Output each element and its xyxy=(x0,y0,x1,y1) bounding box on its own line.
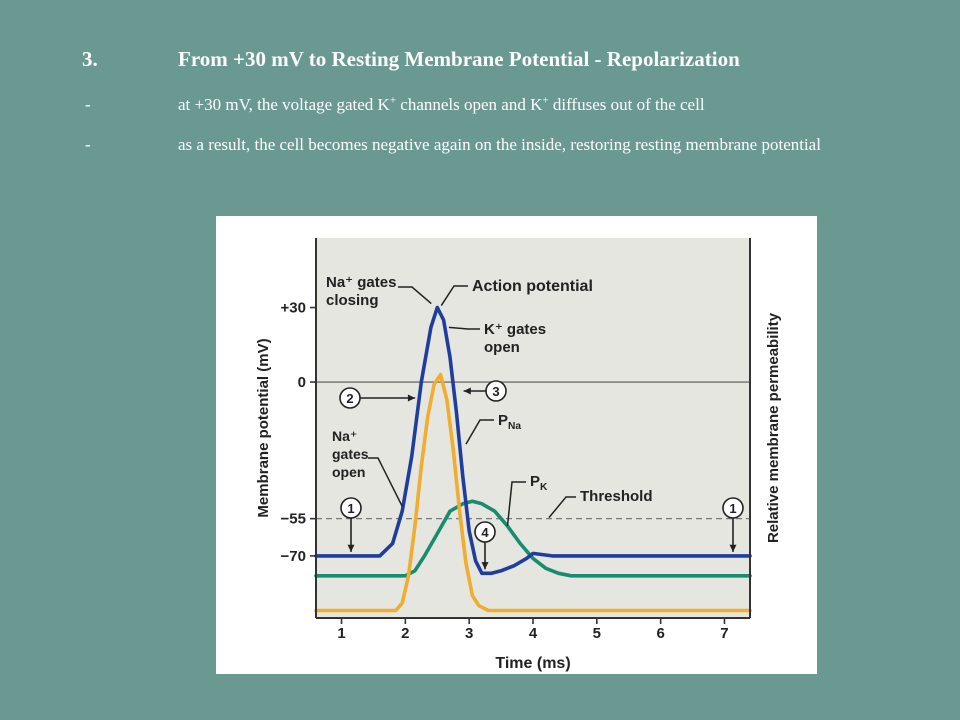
marker-2-arrow-head xyxy=(407,394,416,402)
bullet-text: as a result, the cell becomes negative a… xyxy=(178,135,821,154)
x-tick-label: 2 xyxy=(401,625,409,642)
y-tick-label: +30 xyxy=(281,300,306,317)
x-axis-title: Time (ms) xyxy=(495,655,570,672)
bullet-text-part: diffuses out of the cell xyxy=(548,95,705,114)
k-gates-open-pointer xyxy=(448,326,480,330)
step-marker-label: 1 xyxy=(347,501,354,516)
marker-1-right-arrow-head xyxy=(729,544,737,552)
p-na-label: PNa xyxy=(498,412,521,432)
step-marker-label: 1 xyxy=(729,501,736,516)
y-axis-title-left: Membrane potential (mV) xyxy=(255,338,272,517)
bullet-text-part: channels open and K xyxy=(396,95,543,114)
threshold-label: Threshold xyxy=(580,488,653,505)
x-tick-label: 5 xyxy=(593,625,601,642)
na-gates-open-label: open xyxy=(332,464,365,480)
step-marker-label: 2 xyxy=(346,391,353,406)
p-k-label: PK xyxy=(530,473,548,493)
x-tick-label: 7 xyxy=(720,625,728,642)
na-gates-open-label: gates xyxy=(332,446,369,462)
y-tick-label: −70 xyxy=(281,548,306,565)
y-tick-label: −55 xyxy=(281,511,306,528)
k-gates-open-label: K⁺ gates xyxy=(484,321,546,338)
bullet-text: at +30 mV, the voltage gated K+ channels… xyxy=(178,92,908,117)
marker-3-arrow-head xyxy=(463,387,471,395)
x-tick-label: 1 xyxy=(337,625,345,642)
na-gates-open-pointer xyxy=(368,457,403,507)
threshold-pointer xyxy=(548,496,576,519)
bullet-dash: - xyxy=(85,135,91,154)
y-axis-title-right: Relative membrane permeability xyxy=(765,312,782,543)
p-na-line xyxy=(314,372,752,613)
step-marker-label: 3 xyxy=(492,384,499,399)
title-text: From +30 mV to Resting Membrane Potentia… xyxy=(178,47,740,71)
na-gates-closing-label: closing xyxy=(326,292,379,309)
x-tick-label: 3 xyxy=(465,625,473,642)
superscript-plus: + xyxy=(389,94,397,107)
bullet-dash: - xyxy=(85,95,91,114)
action-potential-line xyxy=(314,305,752,576)
y-tick-label: 0 xyxy=(298,374,306,391)
action-potential-figure: 1 2 3 4 5 6 7 +30 0 −55 −70 Time (ms) Membrane poten… xyxy=(216,216,817,674)
na-gates-closing-label: Na⁺ gates xyxy=(326,274,396,291)
step-marker-label: 4 xyxy=(481,525,489,540)
na-gates-closing-pointer xyxy=(398,286,432,305)
k-gates-open-label: open xyxy=(484,339,520,356)
p-k-pointer xyxy=(506,481,526,527)
bullet-text-part: at +30 mV, the voltage gated K xyxy=(178,95,390,114)
action-potential-label: Action potential xyxy=(472,278,593,295)
marker-4-arrow-head xyxy=(481,562,489,570)
p-k-line xyxy=(314,499,752,578)
x-tick-label: 4 xyxy=(529,625,538,642)
p-na-pointer xyxy=(465,419,494,445)
title-number: 3. xyxy=(82,47,98,71)
marker-1-arrow-head xyxy=(347,544,355,552)
plot-background xyxy=(316,238,750,618)
na-gates-open-label: Na⁺ xyxy=(332,428,357,444)
action-potential-pointer xyxy=(440,285,468,306)
action-potential-chart: 1 2 3 4 5 6 7 +30 0 −55 −70 Time (ms) Membrane poten… xyxy=(255,238,782,672)
superscript-plus: + xyxy=(542,94,549,107)
x-tick-label: 6 xyxy=(656,625,664,642)
